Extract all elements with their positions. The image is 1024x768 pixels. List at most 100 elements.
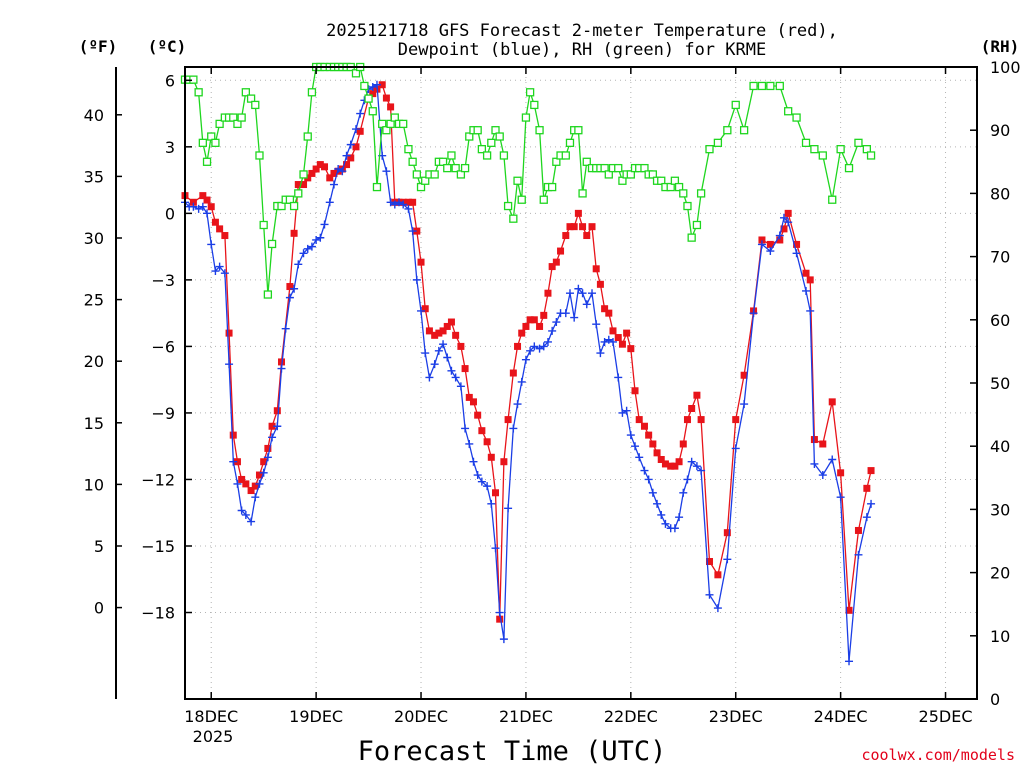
temperature-point <box>609 327 617 335</box>
relative-humidity-point <box>784 107 793 116</box>
dewpoint-point <box>483 482 492 491</box>
relative-humidity-point <box>416 182 426 192</box>
dewpoint-point <box>679 488 688 497</box>
dewpoint-series <box>181 80 876 666</box>
dewpoint-point <box>561 309 570 318</box>
relative-humidity-point <box>267 239 277 249</box>
fahrenheit-unit-label: (ºF) <box>79 37 118 56</box>
relative-humidity-point <box>207 132 216 141</box>
relative-humidity-point <box>364 94 373 103</box>
relative-humidity-point <box>513 176 522 185</box>
temperature-point <box>452 331 460 339</box>
relative-humidity-point <box>299 170 308 179</box>
temperature-point <box>465 393 473 401</box>
dewpoint-point <box>526 346 535 355</box>
temperature-point <box>203 196 211 204</box>
series-layer <box>180 62 876 666</box>
gridlines <box>185 67 977 699</box>
temperature-point <box>557 247 565 255</box>
relative-humidity-point <box>521 113 531 122</box>
temperature-point <box>802 269 810 277</box>
dewpoint-point <box>477 477 486 486</box>
temperature-point <box>387 103 395 111</box>
temperature-point <box>683 416 691 424</box>
temperature-point <box>478 427 486 435</box>
relative-humidity-point <box>757 81 767 91</box>
dewpoint-point <box>670 524 679 533</box>
dewpoint-point <box>513 400 522 409</box>
dewpoint-point <box>303 244 312 253</box>
x-tick-label: 20DEC <box>394 707 448 726</box>
temperature-point <box>574 209 582 217</box>
relative-humidity-point <box>739 126 749 135</box>
dewpoint-point <box>465 439 474 448</box>
temperature-point <box>404 198 412 206</box>
temperature-point <box>732 416 740 424</box>
dewpoint-point <box>552 318 561 327</box>
temperature-point <box>378 81 386 89</box>
dewpoint-point <box>368 82 377 91</box>
celsius-tick-label: −12 <box>141 470 175 489</box>
temperature-point <box>627 345 635 353</box>
temperature-point <box>255 471 263 479</box>
dewpoint-point <box>325 198 334 207</box>
temperature-point <box>618 340 626 348</box>
temperature-point <box>300 181 308 189</box>
relative-humidity-point <box>574 126 583 135</box>
temperature-point <box>592 265 600 273</box>
dewpoint-point <box>854 550 863 559</box>
dewpoint-point <box>189 202 198 211</box>
temperature-point <box>614 334 622 342</box>
temperature-point <box>409 198 417 206</box>
dewpoint-point <box>487 499 496 508</box>
temperature-point <box>225 329 233 337</box>
temperature-point <box>667 462 675 470</box>
temperature-point <box>784 209 792 217</box>
temperature-point <box>601 305 609 313</box>
x-tick-label: 19DEC <box>289 707 343 726</box>
dewpoint-point <box>417 306 426 315</box>
dewpoint-point <box>439 340 448 349</box>
dewpoint-point <box>382 167 391 176</box>
temperature-point <box>780 225 788 233</box>
temperature-point <box>229 431 237 439</box>
relative-humidity-point <box>198 138 207 147</box>
dewpoint-point <box>661 519 670 528</box>
relative-humidity-point <box>215 119 224 129</box>
dewpoint-point <box>592 320 601 329</box>
relative-humidity-point <box>674 182 684 192</box>
temperature-point <box>645 431 653 439</box>
temperature-point <box>312 165 320 173</box>
temperature-point <box>294 181 302 189</box>
dewpoint-point <box>635 453 644 462</box>
temperature-point <box>326 174 334 182</box>
x-tick-label: 23DEC <box>709 707 763 726</box>
relative-humidity-point <box>294 189 303 198</box>
fahrenheit-tick-label: 30 <box>84 229 104 248</box>
temperature-point <box>238 475 246 483</box>
relative-humidity-point <box>810 145 819 154</box>
relative-humidity-point <box>866 151 876 160</box>
relative-humidity-point <box>679 189 688 198</box>
dewpoint-point <box>604 335 613 344</box>
temperature-point <box>211 218 219 226</box>
temperature-point <box>540 311 548 319</box>
dewpoint-point <box>320 220 329 229</box>
relative-humidity-point <box>473 126 482 135</box>
temperature-point <box>308 169 316 177</box>
temperature-point <box>536 322 544 330</box>
celsius-tick-label: −9 <box>151 404 175 423</box>
dewpoint-point <box>596 349 605 358</box>
temperature-point <box>526 316 534 324</box>
temperature-point <box>343 161 351 169</box>
temperature-point <box>675 458 683 466</box>
dewpoint-point <box>203 209 212 218</box>
x-tick-label: 25DEC <box>919 707 973 726</box>
dewpoint-point <box>618 408 627 417</box>
dewpoint-point <box>451 373 460 382</box>
dewpoint-point <box>220 269 229 278</box>
x-year-label: 2025 <box>193 727 234 746</box>
relative-humidity-point <box>251 100 260 110</box>
dewpoint-point <box>626 431 635 440</box>
relative-humidity-point <box>408 157 417 166</box>
